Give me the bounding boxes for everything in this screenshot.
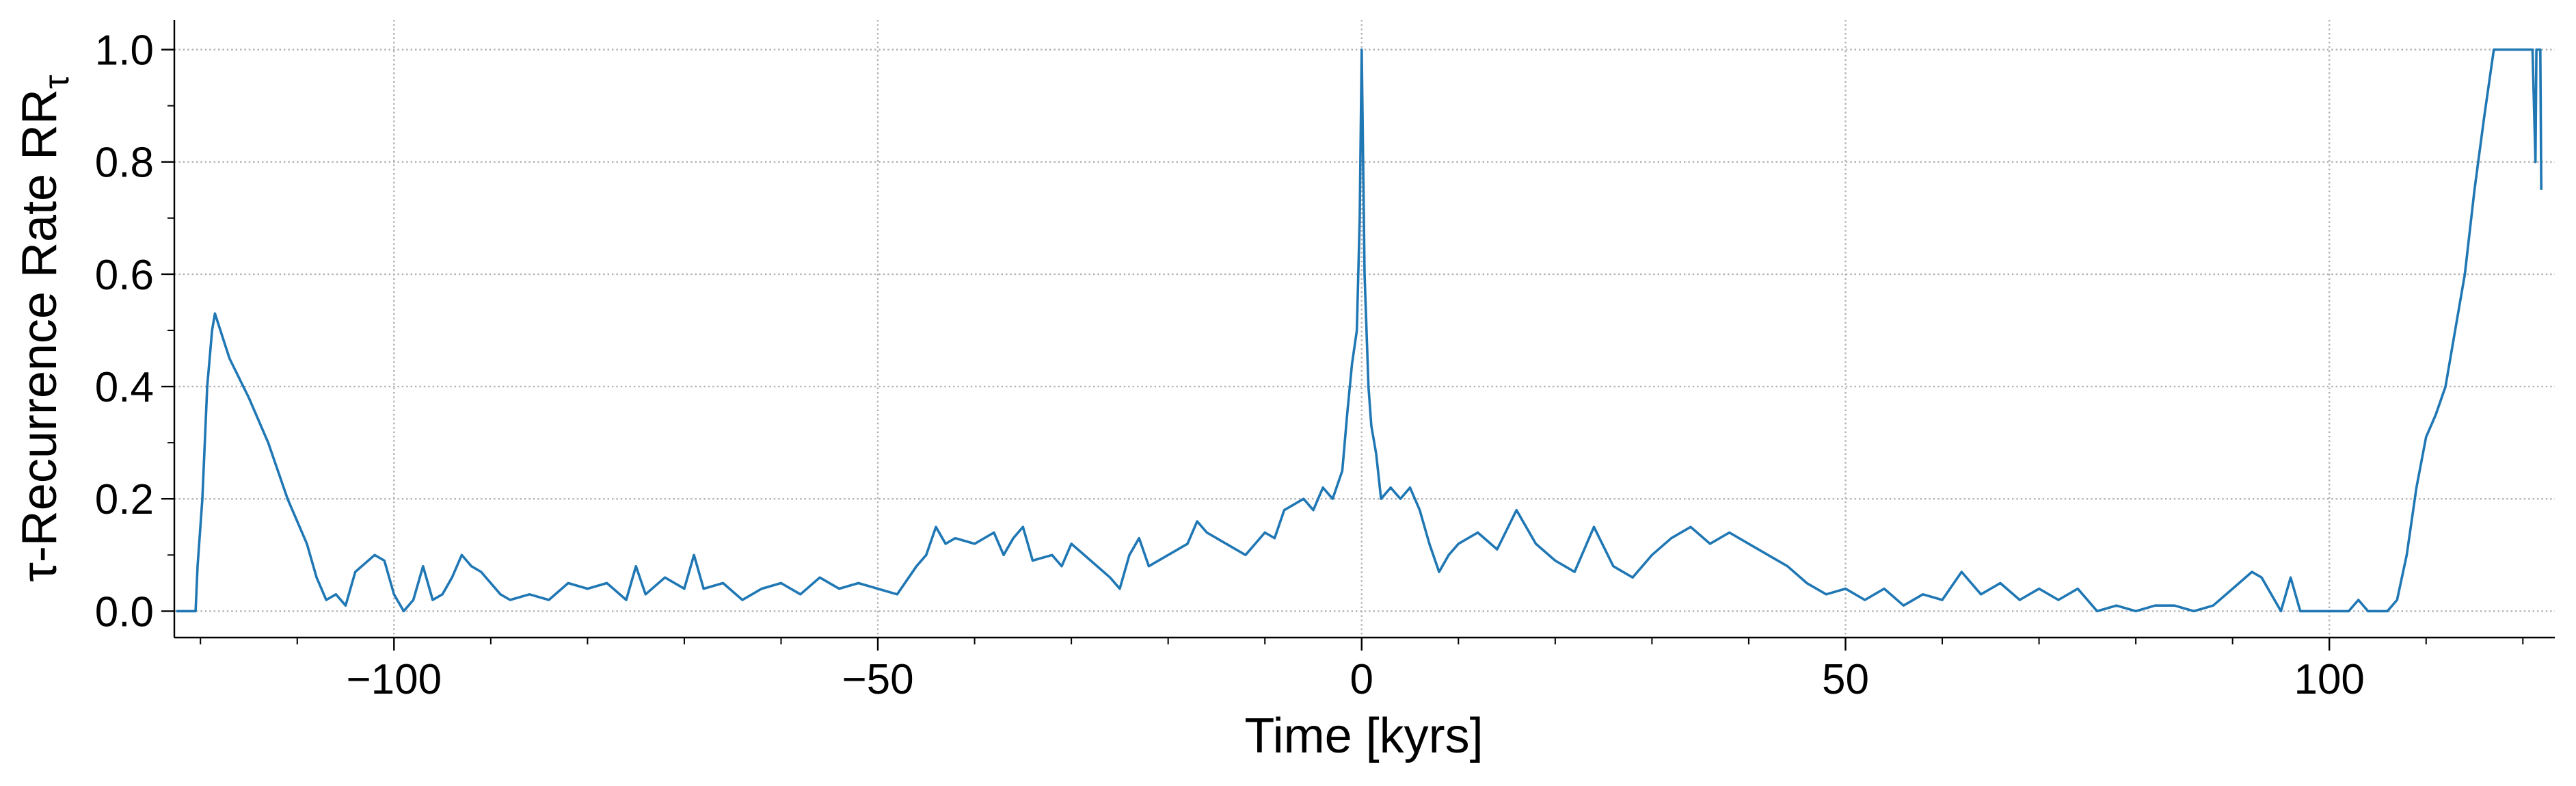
y-axis-label: τ-Recurrence Rate RRτ	[12, 75, 77, 582]
x-tick-label: −50	[842, 656, 913, 703]
y-tick-label: 0.2	[95, 476, 154, 523]
x-tick-label: 50	[1822, 656, 1869, 703]
data-line	[176, 48, 2543, 613]
y-tick-label: 0.6	[95, 252, 154, 299]
y-tick-label: 0.8	[95, 140, 154, 187]
x-tick-label: 100	[2294, 656, 2364, 703]
y-axis-label-sub: τ	[37, 75, 77, 89]
x-tick-label: −100	[346, 656, 442, 703]
y-tick-label: 1.0	[95, 27, 154, 75]
y-tick-label: 0.0	[95, 588, 154, 636]
x-axis-label: Time [kyrs]	[1244, 709, 1483, 763]
x-tick-label: 0	[1350, 656, 1373, 703]
y-axis-label-main: τ-Recurrence Rate RR	[12, 89, 67, 582]
y-tick-label: 0.4	[95, 364, 154, 411]
